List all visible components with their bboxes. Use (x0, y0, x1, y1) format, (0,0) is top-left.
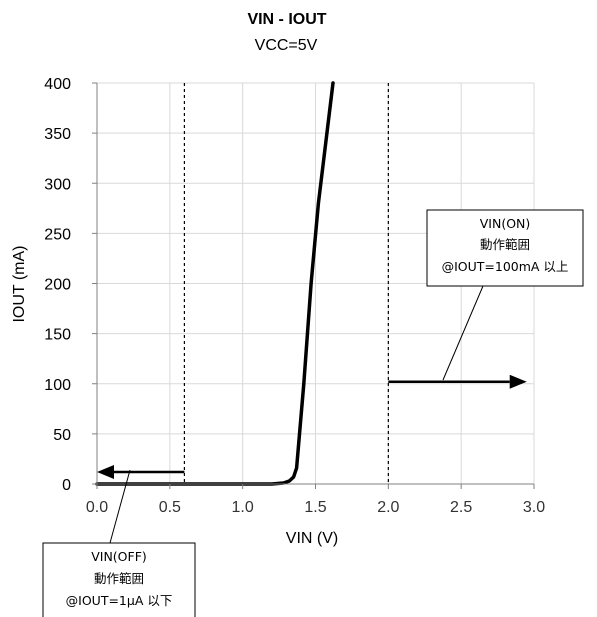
x-tick-label: 1.5 (304, 499, 326, 516)
annotation-vin-on-line-1: VIN(ON) (480, 216, 531, 231)
y-tick-labels: 0 50 100 150 200 250 300 350 400 (44, 76, 71, 494)
x-tick-label: 2.0 (377, 499, 399, 516)
arrow-head (509, 374, 527, 389)
x-tick-label: 2.5 (450, 499, 472, 516)
x-axis-label: VIN (V) (286, 530, 338, 547)
y-tick-label: 150 (44, 327, 71, 344)
chart-title: VIN - IOUT (247, 11, 326, 28)
series-line (95, 81, 335, 486)
annotation-box-vin-on (426, 209, 584, 287)
x-tick-label: 0.0 (86, 499, 108, 516)
callout-line-vin-off (109, 469, 131, 544)
y-tick-label: 250 (44, 226, 71, 243)
y-tick-label: 100 (44, 377, 71, 394)
annotation-vin-on: VIN(ON) 動作範囲 @IOUT=100mA 以上 (426, 209, 584, 381)
annotation-box-vin-off (42, 542, 196, 617)
x-tick-label: 3.0 (523, 499, 545, 516)
arrow-head (97, 464, 114, 479)
annotation-vin-off: VIN(OFF) 動作範囲 @IOUT=1μA 以下 (42, 469, 196, 617)
annotation-vin-on-line-2: 動作範囲 (480, 237, 530, 252)
plot-area (95, 81, 335, 486)
range-arrows (97, 374, 527, 479)
y-tick-label: 200 (44, 277, 71, 294)
chart-subtitle: VCC=5V (255, 37, 318, 54)
y-tick-label: 0 (62, 477, 71, 494)
annotation-vin-off-line-2: 動作範囲 (94, 571, 144, 586)
annotation-vin-on-line-3: @IOUT=100mA 以上 (442, 259, 569, 274)
callout-line-vin-on (442, 285, 484, 381)
y-tick-label: 350 (44, 126, 71, 143)
annotation-vin-off-line-3: @IOUT=1μA 以下 (66, 593, 173, 608)
annotation-vin-off-line-1: VIN(OFF) (91, 549, 147, 564)
x-tick-label: 0.5 (159, 499, 181, 516)
y-tick-label: 50 (53, 427, 71, 444)
x-tick-label: 1.0 (232, 499, 254, 516)
y-tick-label: 400 (44, 76, 71, 93)
y-tick-label: 300 (44, 176, 71, 193)
x-tick-labels: 0.0 0.5 1.0 1.5 2.0 2.5 3.0 (86, 499, 545, 516)
threshold-lines (183, 83, 389, 484)
y-axis-label: IOUT (mA) (11, 245, 28, 322)
axes (92, 82, 535, 489)
